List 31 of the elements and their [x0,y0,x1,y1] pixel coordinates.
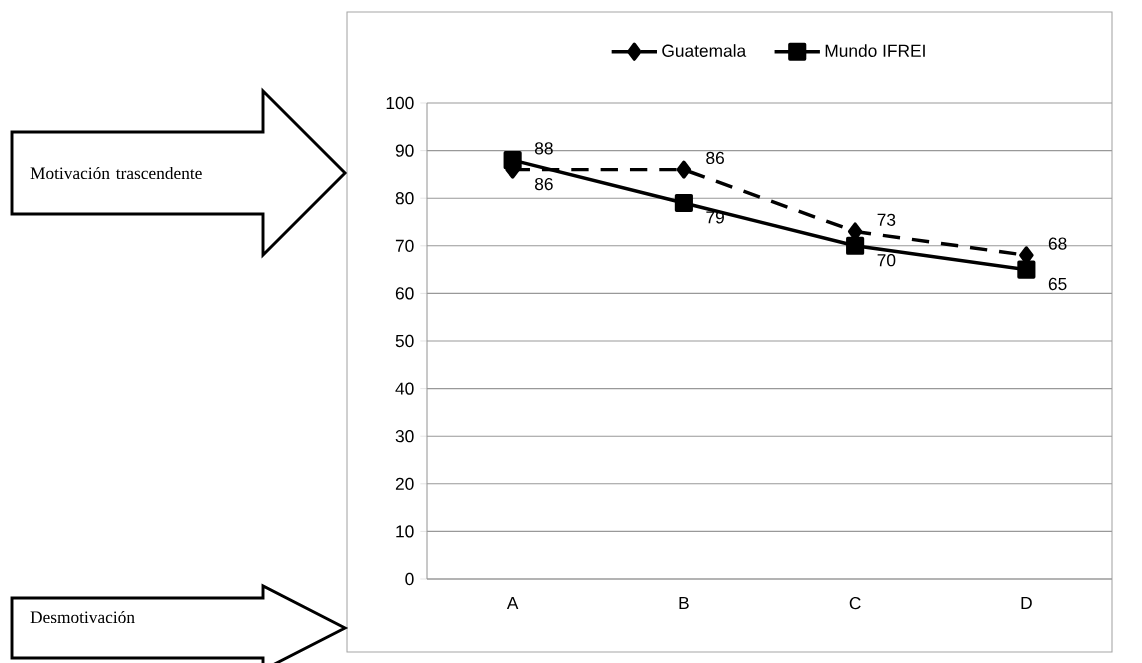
data-label: 65 [1048,277,1067,291]
point [503,151,522,170]
x-tick-label: B [679,597,689,609]
data-label: 86 [534,177,553,191]
legend-label: Mundo IFREI [825,44,925,57]
y-tick-label: 60 [395,287,414,300]
data-label: 68 [1048,237,1067,250]
data-label: 86 [706,151,724,165]
x-tick-label: D [1021,597,1032,609]
data-label: 88 [534,142,553,155]
y-tick-label: 70 [395,239,414,252]
data-label: 70 [877,254,896,267]
text: Desmotivación [30,610,135,624]
data-label: 73 [877,213,896,226]
y-tick-label: 0 [405,572,414,586]
y-tick-label: 100 [386,96,414,110]
point [846,236,865,255]
y-tick-label: 40 [395,382,414,395]
y-tick-label: 80 [395,192,414,205]
y-tick-label: 20 [395,477,414,490]
point [676,160,692,179]
y-tick-label: 90 [395,144,414,157]
y-tick-label: 30 [395,430,414,443]
x-tick-label: A [506,597,519,609]
y-tick-label: 10 [396,525,414,538]
x-tick-label: C [849,597,861,610]
text: Motivación trascendente [30,166,202,180]
point [674,193,693,213]
y-tick-label: 50 [395,334,414,348]
legend-label: Guatemala [662,44,747,57]
point [1017,260,1036,279]
